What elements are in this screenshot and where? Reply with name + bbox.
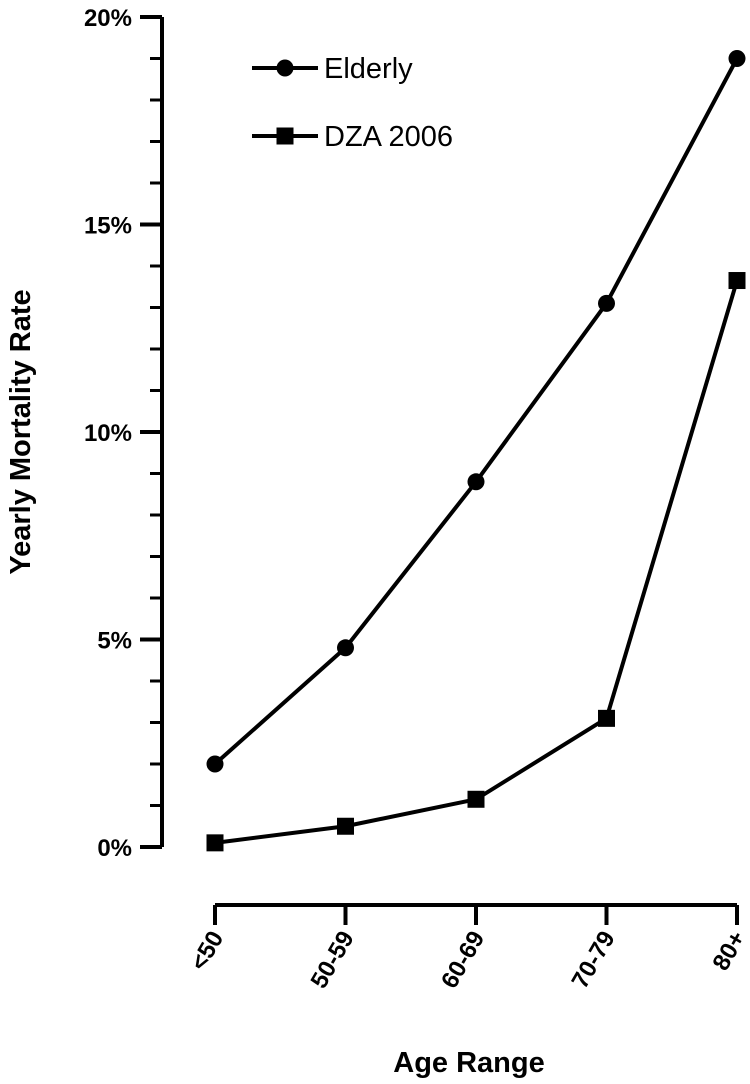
y-tick-label: 0% — [97, 835, 132, 862]
legend-label: Elderly — [324, 53, 413, 85]
data-point — [206, 834, 224, 852]
x-axis-title: Age Range — [393, 1047, 544, 1079]
y-tick-label: 5% — [97, 628, 132, 655]
data-point — [598, 294, 615, 312]
legend-marker — [276, 127, 294, 145]
data-point — [206, 755, 224, 773]
y-axis-title: Yearly Mortality Rate — [5, 289, 37, 574]
series-layer — [206, 50, 746, 852]
x-tick-label: 70-79 — [567, 927, 621, 994]
x-tick-label: <50 — [185, 927, 229, 976]
data-point — [337, 817, 354, 835]
x-axis: <50 50-59 60-69 70-79 80+ — [185, 903, 750, 994]
x-tick-label: 60-69 — [436, 927, 490, 994]
y-axis: 0% 5% 10% 15% 20% — [84, 5, 164, 862]
legend-marker — [276, 59, 294, 77]
data-point — [598, 709, 615, 727]
data-point — [467, 473, 485, 491]
data-point — [467, 790, 485, 808]
legend-label: DZA 2006 — [324, 121, 453, 153]
y-tick-label: 10% — [84, 420, 132, 447]
data-point — [728, 272, 746, 290]
x-tick-label: 50-59 — [306, 927, 360, 994]
data-point — [337, 639, 354, 657]
legend: Elderly DZA 2006 — [252, 53, 453, 153]
x-tick-label: 80+ — [707, 927, 750, 976]
y-tick-label: 15% — [84, 213, 132, 240]
data-point — [728, 50, 746, 67]
series-line — [213, 57, 739, 766]
y-tick-label: 20% — [84, 5, 132, 32]
series-line — [214, 279, 739, 845]
